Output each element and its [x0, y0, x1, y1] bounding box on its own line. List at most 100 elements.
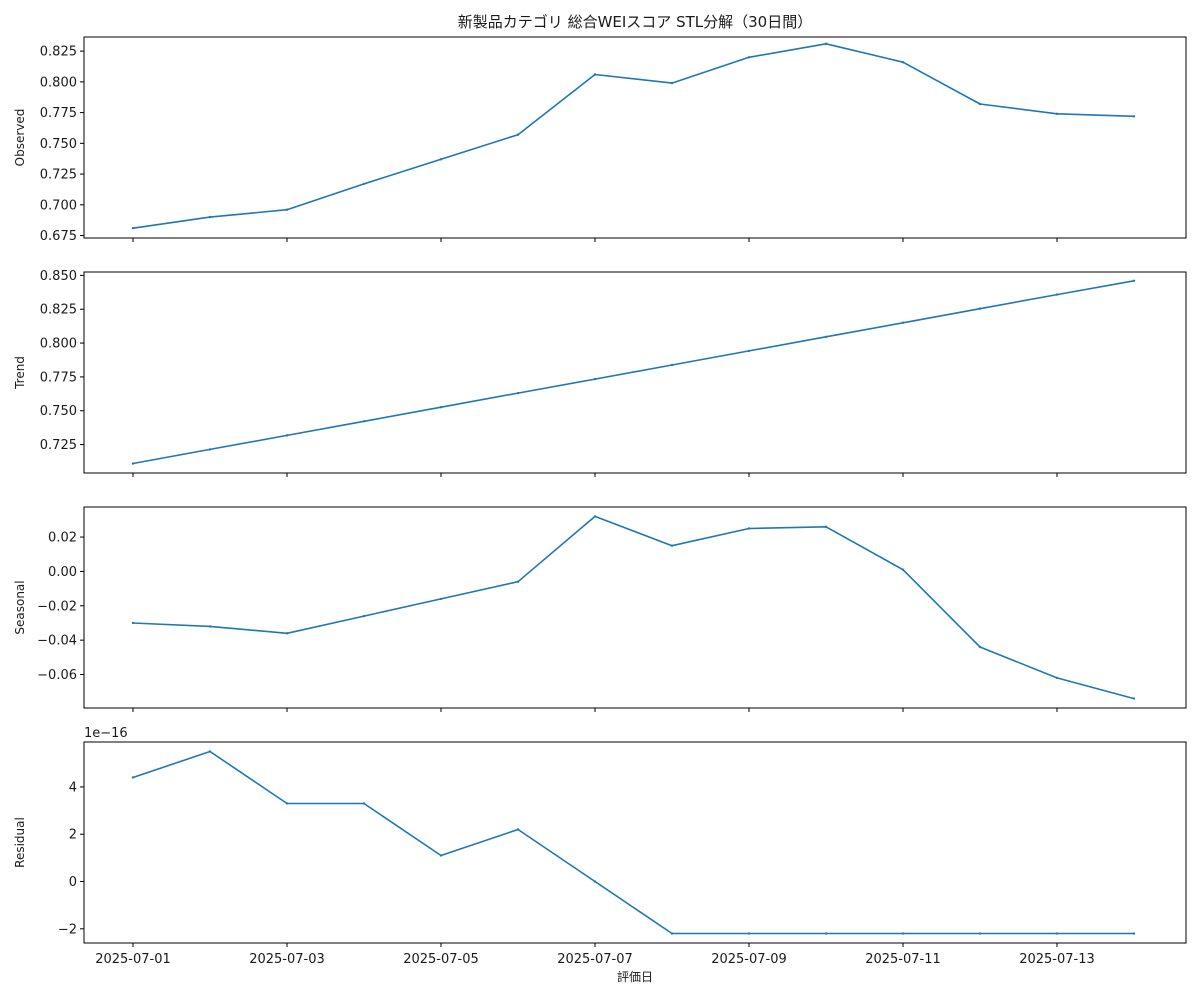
observed-data-point	[978, 102, 982, 106]
seasonal-data-point	[285, 632, 289, 635]
seasonal-data-point	[1055, 676, 1059, 680]
residual-ytick-label: 2	[69, 828, 77, 843]
residual-data-point	[901, 932, 905, 935]
observed-data-point	[824, 42, 828, 45]
trend-ytick-label: 0.775	[40, 370, 77, 385]
observed-data-point	[362, 182, 366, 186]
residual-ytick-label: −2	[58, 922, 77, 937]
trend-ytick-label: 0.725	[40, 438, 77, 453]
trend-ytick-label: 0.850	[40, 269, 77, 284]
residual-data-point	[593, 880, 597, 883]
observed-data-point	[1055, 112, 1059, 116]
xtick-label: 2025-07-01	[95, 952, 171, 967]
residual-series-line	[132, 750, 1134, 935]
observed-data-point	[516, 133, 520, 136]
trend-data-point	[747, 349, 751, 353]
residual-panel-frame	[83, 741, 1187, 944]
observed-ytick-label: 0.725	[40, 168, 77, 183]
seasonal-data-point	[439, 597, 443, 601]
observed-ytick-label: 0.775	[40, 106, 77, 121]
seasonal-panel-frame	[83, 506, 1187, 709]
observed-ytick-label: 0.825	[40, 45, 77, 60]
trend-data-point	[516, 391, 520, 395]
residual-data-point	[439, 854, 443, 857]
chart-title: 新製品カテゴリ 総合WEIスコア STL分解（30日間）	[458, 13, 812, 31]
seasonal-data-point	[593, 515, 597, 518]
residual-data-point	[131, 776, 135, 779]
observed-data-point	[747, 56, 751, 59]
trend-ytick-label: 0.800	[40, 337, 77, 352]
xtick-label: 2025-07-13	[1019, 952, 1095, 967]
seasonal-data-point	[208, 625, 212, 628]
trend-panel-frame	[83, 271, 1187, 474]
observed-ytick-label: 0.800	[40, 75, 77, 90]
observed-data-point	[285, 208, 289, 211]
residual-data-point	[1132, 932, 1136, 935]
observed-series-line	[132, 42, 1135, 229]
trend-data-point	[439, 406, 443, 409]
trend-data-point	[208, 448, 212, 451]
observed-ytick-label: 0.700	[40, 198, 77, 213]
seasonal-ytick-label: −0.02	[37, 599, 77, 614]
residual-ytick-label: 4	[69, 780, 77, 795]
observed-data-point	[593, 73, 597, 76]
residual-data-point	[208, 750, 212, 753]
observed-data-point	[1132, 115, 1136, 118]
observed-data-point	[901, 61, 905, 64]
xtick-label: 2025-07-09	[711, 952, 787, 967]
observed-data-point	[439, 158, 443, 161]
residual-ytick-label: 0	[69, 875, 77, 890]
seasonal-data-point	[1132, 697, 1136, 700]
residual-data-point	[285, 802, 289, 805]
observed-ytick-label: 0.675	[40, 229, 77, 244]
observed-panel-frame	[83, 36, 1187, 239]
trend-data-point	[670, 363, 674, 367]
trend-data-point	[978, 307, 982, 310]
x-axis-label: 評価日	[617, 969, 653, 984]
seasonal-data-point	[131, 621, 135, 625]
residual-data-point	[1055, 932, 1059, 935]
seasonal-data-point	[670, 544, 674, 547]
residual-data-point	[516, 828, 520, 831]
trend-data-point	[824, 335, 828, 339]
residual-data-point	[747, 932, 751, 935]
seasonal-data-point	[824, 525, 828, 528]
seasonal-ytick-label: 0.02	[48, 531, 77, 546]
trend-data-point	[901, 321, 905, 324]
trend-data-point	[1132, 279, 1136, 282]
trend-data-point	[131, 462, 135, 465]
xtick-label: 2025-07-11	[865, 952, 941, 967]
trend-ytick-label: 0.750	[40, 404, 77, 419]
observed-axis-label: Observed	[13, 109, 27, 167]
residual-data-point	[978, 932, 982, 935]
observed-data-point	[208, 215, 212, 219]
seasonal-axis-label: Seasonal	[13, 580, 27, 634]
seasonal-data-point	[978, 645, 982, 649]
xtick-label: 2025-07-05	[403, 952, 479, 967]
seasonal-data-point	[362, 614, 366, 618]
seasonal-data-point	[516, 580, 520, 583]
seasonal-ytick-label: −0.04	[37, 634, 77, 649]
trend-ytick-label: 0.825	[40, 303, 77, 318]
trend-data-point	[1055, 293, 1059, 296]
residual-axis-label: Residual	[13, 817, 27, 868]
observed-data-point	[670, 81, 674, 85]
trend-axis-label: Trend	[13, 356, 27, 390]
xtick-label: 2025-07-03	[249, 952, 325, 967]
observed-data-point	[131, 226, 135, 230]
trend-data-point	[285, 434, 289, 437]
trend-data-point	[362, 420, 366, 423]
xtick-label: 2025-07-07	[557, 952, 633, 967]
seasonal-ytick-label: 0.00	[48, 565, 77, 580]
residual-offset-label: 1e−16	[84, 726, 128, 741]
seasonal-series-line	[132, 515, 1135, 700]
seasonal-data-point	[901, 568, 905, 571]
residual-data-point	[824, 932, 828, 935]
residual-data-point	[670, 932, 674, 935]
trend-data-point	[593, 377, 597, 381]
seasonal-data-point	[747, 527, 751, 530]
residual-data-point	[362, 802, 366, 805]
observed-ytick-label: 0.750	[40, 137, 77, 152]
trend-series-line	[132, 280, 1135, 465]
